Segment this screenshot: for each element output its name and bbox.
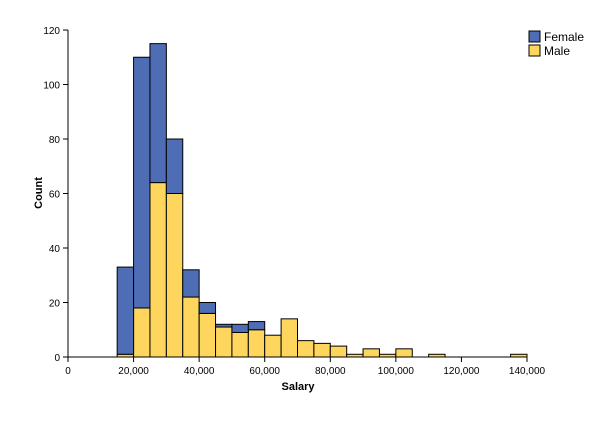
y-tick-label: 60 xyxy=(49,190,61,201)
legend-label-female: Female xyxy=(544,30,584,44)
legend-swatch-male xyxy=(528,44,541,57)
bar-female xyxy=(198,302,217,314)
x-tick-label: 120,000 xyxy=(443,366,480,377)
bar-male xyxy=(280,318,299,358)
x-tick-label: 20,000 xyxy=(118,366,149,377)
y-tick-label: 100 xyxy=(43,81,60,92)
bar-male xyxy=(264,334,282,358)
bar-female xyxy=(149,43,167,184)
bar-male xyxy=(395,348,413,358)
y-axis-label: Count xyxy=(33,177,45,209)
legend-swatch-female xyxy=(528,30,541,43)
bar-male xyxy=(297,340,315,358)
bar-male xyxy=(362,348,380,358)
y-tick-label: 0 xyxy=(54,353,60,364)
bar-female xyxy=(231,323,249,333)
x-tick-label: 60,000 xyxy=(249,366,280,377)
bar-male xyxy=(149,182,167,358)
x-axis-label: Salary xyxy=(281,381,315,393)
bar-female xyxy=(247,321,266,331)
bar-male xyxy=(313,342,331,358)
axes-group: 0 20,000 40,000 60,000 80,000 100,000 120,000 1… xyxy=(43,26,545,377)
bar-female xyxy=(215,323,233,328)
y-tick-label: 40 xyxy=(49,244,61,255)
bar-male xyxy=(182,296,200,358)
bar-male xyxy=(165,193,184,358)
legend-label-male: Male xyxy=(544,44,570,58)
x-tick-label: 0 xyxy=(65,366,71,377)
y-tick-label: 80 xyxy=(49,135,61,146)
bar-male xyxy=(247,329,266,358)
y-tick-label: 120 xyxy=(43,26,60,37)
bar-female xyxy=(116,266,135,355)
x-tick-label: 40,000 xyxy=(184,366,215,377)
x-tick-label: 140,000 xyxy=(509,366,546,377)
bar-female xyxy=(165,138,184,194)
x-tick-label: 100,000 xyxy=(378,366,415,377)
bar-male xyxy=(198,312,217,358)
bar-male xyxy=(133,307,151,358)
y-tick-label: 20 xyxy=(49,299,61,310)
x-tick-label: 80,000 xyxy=(315,366,346,377)
bar-male xyxy=(329,345,348,358)
bar-male xyxy=(231,331,249,358)
bar-male xyxy=(215,326,233,358)
bar-female xyxy=(133,56,151,309)
bar-female xyxy=(182,269,200,298)
bars-group xyxy=(116,43,528,358)
